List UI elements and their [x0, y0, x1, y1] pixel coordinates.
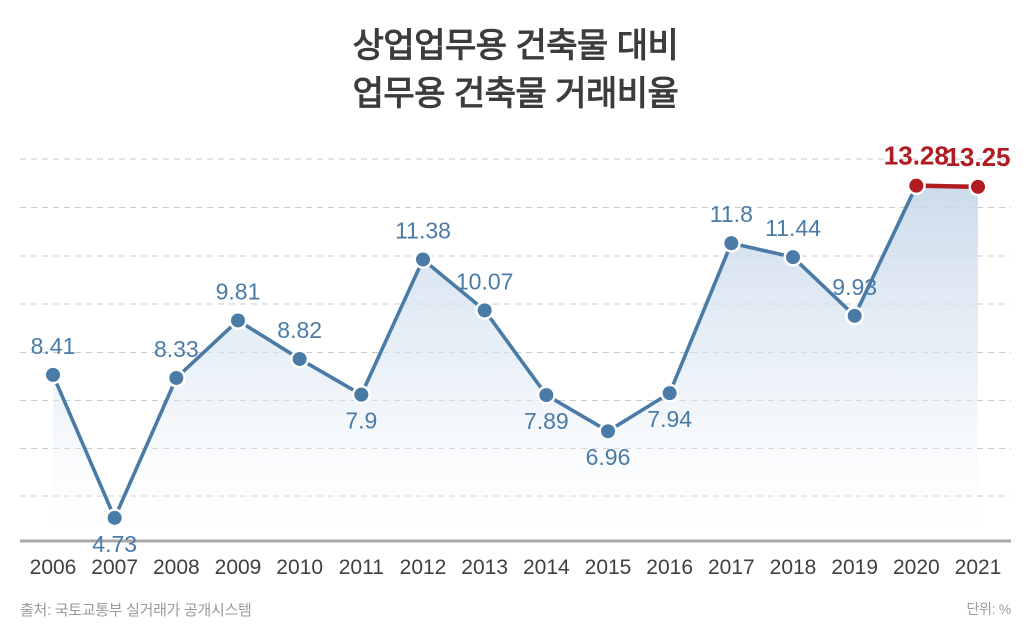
x-tick-2012: 2012	[399, 556, 447, 579]
line-segment-2008-2009	[174, 318, 240, 380]
x-tick-2019: 2019	[831, 556, 879, 579]
line-segment-2012-2013	[421, 257, 487, 313]
line-segment-2013-2014	[482, 308, 549, 397]
data-point-2020[interactable]	[909, 178, 924, 193]
value-label-2009: 9.81	[216, 278, 261, 304]
data-point-2016[interactable]	[662, 386, 677, 401]
value-label-2020: 13.28	[884, 141, 949, 171]
x-tick-2020: 2020	[892, 556, 940, 579]
x-tick-2010: 2010	[276, 556, 324, 579]
line-segment-2007-2008	[112, 376, 179, 520]
data-point-2019[interactable]	[847, 308, 862, 323]
data-point-2007[interactable]	[107, 510, 122, 525]
x-tick-2009: 2009	[214, 556, 262, 579]
source-note: 출처: 국토교통부 실거래가 공개시스템	[20, 602, 252, 619]
x-tick-2007: 2007	[91, 556, 139, 579]
value-label-2012: 11.38	[395, 217, 451, 243]
line-segment-2016-2017	[667, 241, 734, 395]
value-label-2017: 11.8	[710, 201, 753, 227]
x-tick-2017: 2017	[707, 556, 755, 579]
line-segment-2011-2012	[359, 257, 425, 397]
area-under-curve	[53, 185, 978, 541]
value-label-2011: 7.9	[345, 408, 377, 434]
line-segment-2009-2010	[236, 318, 302, 361]
value-label-2008: 8.33	[154, 336, 199, 362]
data-point-2013[interactable]	[477, 303, 492, 318]
x-tick-2015: 2015	[584, 556, 632, 579]
data-point-2021[interactable]	[971, 179, 985, 194]
value-label-2006: 8.41	[31, 333, 76, 359]
line-segment-2015-2016	[606, 391, 672, 434]
data-point-2006[interactable]	[46, 367, 60, 382]
data-point-2018[interactable]	[786, 250, 800, 265]
unit-note: 단위: %	[966, 601, 1012, 617]
title-line-2: 업무용 건축물 거래비율	[352, 75, 679, 114]
value-label-2010: 8.82	[277, 317, 322, 343]
area-fill	[53, 185, 978, 541]
value-label-2014: 7.89	[524, 408, 569, 434]
x-tick-2021: 2021	[954, 556, 1002, 579]
data-point-2009[interactable]	[231, 313, 245, 328]
line-segment-2014-2015	[544, 393, 610, 434]
data-point-2010[interactable]	[292, 351, 307, 366]
line-segment-2006-2007	[51, 373, 117, 520]
value-label-2013: 10.07	[456, 268, 514, 294]
chart-footer: 출처: 국토교통부 실거래가 공개시스템 단위: %	[0, 590, 1031, 634]
data-point-2017[interactable]	[724, 236, 739, 251]
x-tick-2008: 2008	[152, 556, 200, 579]
data-point-2012[interactable]	[416, 252, 430, 267]
x-tick-2006: 2006	[29, 556, 77, 579]
line-segment-2010-2011	[297, 357, 364, 397]
value-label-2016: 7.94	[647, 406, 692, 432]
x-axis-labels: 2006 2007 2008 2009 2010 2011 2012 2013 2014 2015…	[0, 556, 1031, 586]
data-point-2008[interactable]	[169, 370, 184, 385]
data-point-2014[interactable]	[539, 388, 554, 403]
line-segment-2020-2021	[914, 183, 981, 190]
value-label-2019: 9.93	[832, 274, 877, 300]
page-title: 상업업무용 건축물 대비 업무용 건축물 거래비율	[0, 22, 1031, 119]
x-tick-2014: 2014	[522, 556, 570, 579]
line-segment-2017-2018	[729, 241, 795, 259]
value-label-2021: 13.25	[945, 142, 1010, 172]
title-line-1: 상업업무용 건축물 대비	[352, 27, 679, 65]
line-segment-2018-2019	[791, 255, 857, 318]
value-label-2015: 6.96	[586, 444, 631, 470]
data-line	[51, 183, 981, 520]
value-label-2018: 11.44	[765, 215, 821, 241]
line-segment-2019-2020	[852, 183, 919, 318]
data-markers	[43, 176, 988, 528]
x-tick-2011: 2011	[338, 556, 384, 579]
data-point-2011[interactable]	[354, 387, 369, 402]
x-tick-2013: 2013	[461, 556, 509, 579]
x-tick-2018: 2018	[769, 556, 817, 579]
value-label-2007: 4.73	[92, 531, 137, 557]
x-tick-2016: 2016	[646, 556, 694, 579]
data-point-2015[interactable]	[601, 424, 615, 439]
